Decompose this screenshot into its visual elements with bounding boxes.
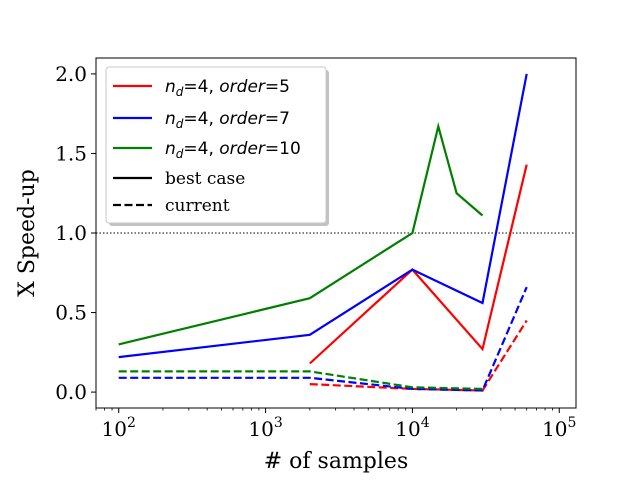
legend-label-current: current xyxy=(165,196,230,216)
legend-label-red: nd=4, order=5 xyxy=(165,77,290,99)
series-line-blue-best xyxy=(118,73,528,359)
series-line-green-best xyxy=(118,122,484,346)
legend-label-green: nd=4, order=10 xyxy=(165,139,301,161)
x-tick-label: 102 xyxy=(102,415,136,441)
x-axis-label: # of samples xyxy=(264,449,409,474)
y-tick-label: 0.5 xyxy=(55,301,87,325)
series-line-red-current xyxy=(309,319,528,392)
axes: 0.0 0.5 1.0 1.5 2.0 102 103 104 105 xyxy=(55,57,577,441)
plot-area xyxy=(96,73,576,392)
y-tick-label: 1.5 xyxy=(55,141,87,165)
y-tick-label: 0.0 xyxy=(55,380,87,404)
series-line-blue-current xyxy=(118,286,528,392)
y-axis-label: X Speed-up xyxy=(15,169,40,297)
legend-label-best: best case xyxy=(165,169,245,189)
series-line-red-best xyxy=(309,164,528,365)
legend-label-blue: nd=4, order=7 xyxy=(165,109,290,131)
x-tick-label: 104 xyxy=(395,415,429,441)
x-tick-label: 103 xyxy=(248,415,282,441)
x-tick-label: 105 xyxy=(542,415,576,441)
y-tick-label: 2.0 xyxy=(55,62,87,86)
series-line-green-current xyxy=(118,370,483,390)
legend: nd=4, order=5 nd=4, order=7 nd=4, order=10… xyxy=(105,66,329,226)
y-tick-label: 1.0 xyxy=(55,221,87,245)
legend-box xyxy=(105,66,327,224)
